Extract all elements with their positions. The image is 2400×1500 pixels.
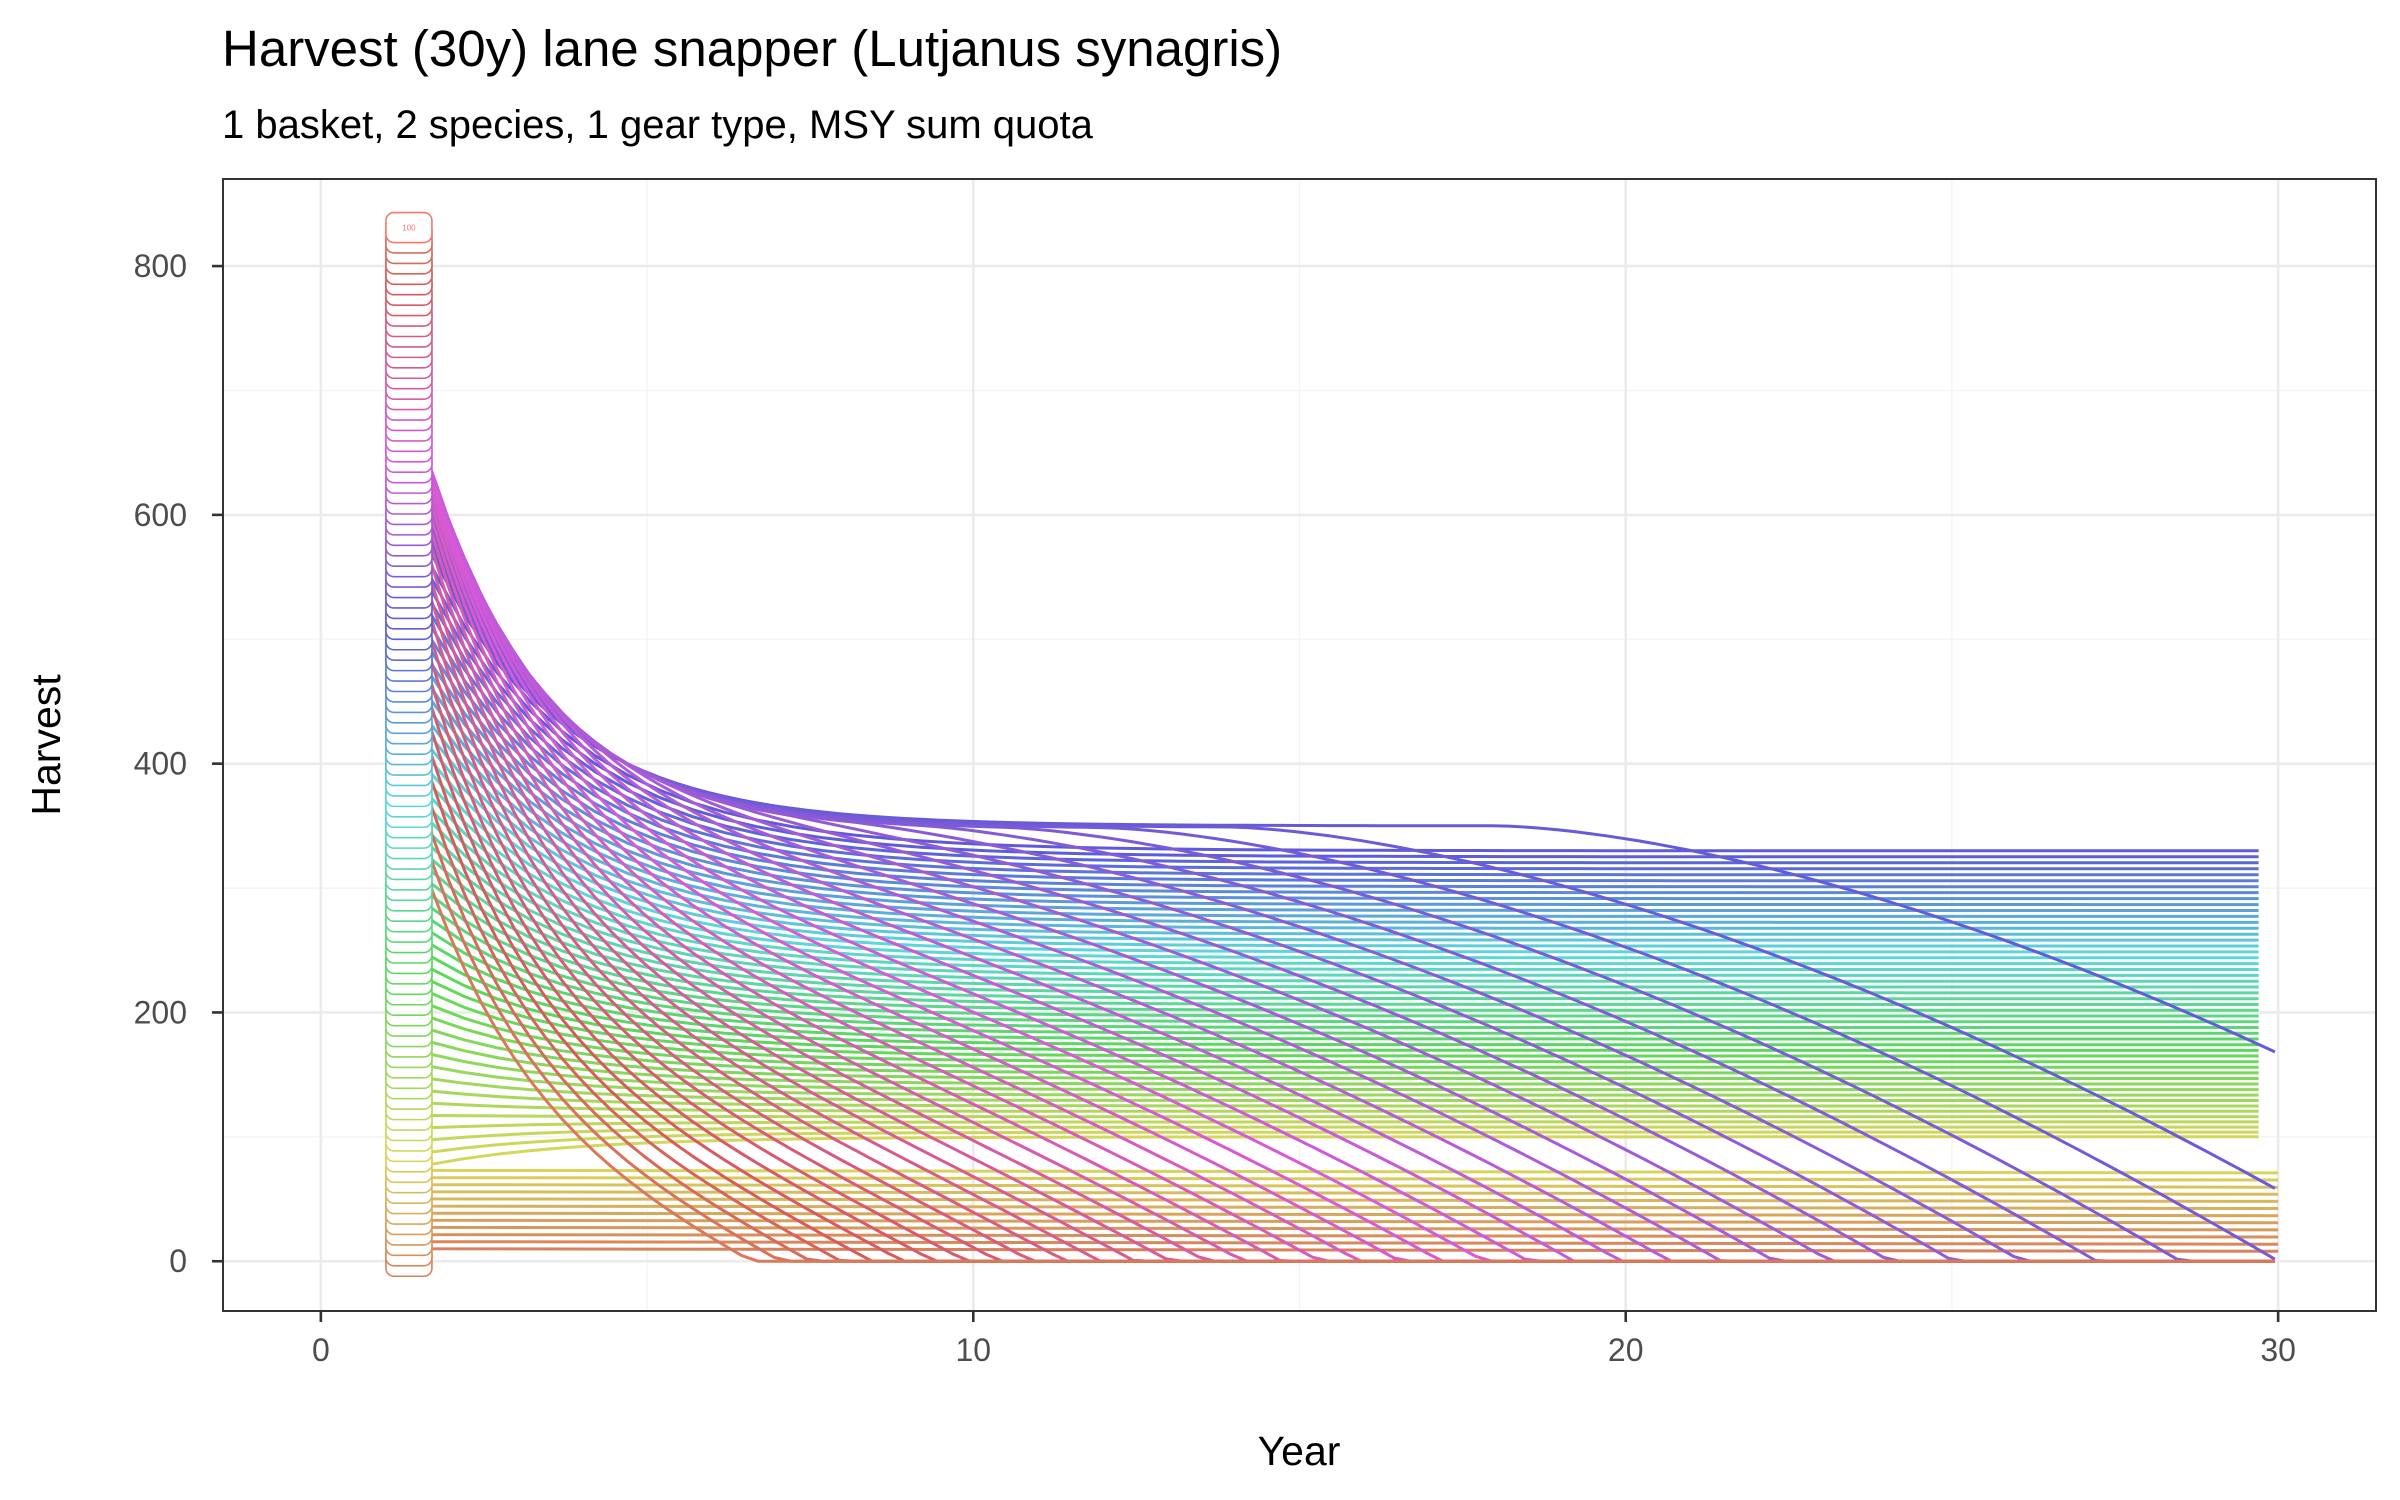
series-line xyxy=(389,687,2259,918)
x-tick-label: 30 xyxy=(2260,1332,2296,1368)
y-axis-title: Harvest xyxy=(23,674,69,816)
series-line xyxy=(389,650,2259,901)
series-line xyxy=(389,1180,2279,1189)
plot-panel-border xyxy=(222,178,2377,1312)
series-line xyxy=(389,931,2259,1035)
y-tick-label: 0 xyxy=(169,1243,187,1279)
series-line xyxy=(389,614,2259,883)
x-tick-label: 20 xyxy=(1608,1332,1644,1368)
series-line xyxy=(389,1114,2259,1119)
series-line xyxy=(389,553,2259,853)
series-line xyxy=(389,943,2259,1041)
series-line xyxy=(389,504,2275,1263)
series-line xyxy=(389,589,2259,871)
series-line xyxy=(389,882,2259,1012)
axes: 0 10 20 30 0 200 400 600 800 xyxy=(134,248,2296,1368)
series-line xyxy=(389,979,2259,1058)
series-labels: 100 xyxy=(385,211,433,1278)
series-lines xyxy=(387,328,2279,1263)
series-line xyxy=(389,870,2259,1006)
series-line xyxy=(389,760,2259,954)
x-tick-label: 0 xyxy=(312,1332,330,1368)
series-line xyxy=(389,809,2259,977)
series-label-box xyxy=(385,211,433,244)
y-tick-label: 600 xyxy=(134,497,187,533)
series-line xyxy=(389,711,2259,930)
y-tick-label: 200 xyxy=(134,994,187,1030)
series-line xyxy=(387,328,2275,1263)
chart-subtitle: 1 basket, 2 species, 1 gear type, MSY su… xyxy=(222,103,1094,147)
x-tick-label: 10 xyxy=(955,1332,991,1368)
series-line xyxy=(389,736,2259,942)
y-tick-label: 800 xyxy=(134,248,187,284)
series-line xyxy=(389,1065,2259,1097)
x-axis-title: Year xyxy=(1258,1428,1341,1474)
series-line xyxy=(389,565,2259,859)
series-line xyxy=(389,1125,2259,1142)
series-line xyxy=(389,1120,2259,1130)
series-line xyxy=(389,479,2275,1263)
chart-title: Harvest (30y) lane snapper (Lutjanus syn… xyxy=(222,20,1282,77)
series-line xyxy=(389,845,2259,995)
series-line xyxy=(389,821,2259,983)
series-line xyxy=(389,1101,2259,1113)
series-line xyxy=(389,1004,2259,1069)
y-tick-label: 400 xyxy=(134,746,187,782)
series-line xyxy=(389,1135,2259,1166)
series-line xyxy=(389,967,2259,1052)
series-line xyxy=(389,1230,2279,1239)
series-line xyxy=(389,1053,2259,1092)
series-line xyxy=(389,1028,2259,1080)
series-line xyxy=(389,723,2259,936)
series-line xyxy=(389,699,2259,924)
series-line xyxy=(389,601,2259,877)
series-line xyxy=(389,1237,2279,1246)
series-label-text: 100 xyxy=(402,224,416,233)
series-line xyxy=(389,906,2259,1024)
series-line xyxy=(389,1166,2279,1175)
series-line xyxy=(389,626,2259,889)
series-line xyxy=(389,1194,2279,1203)
series-line xyxy=(389,857,2259,1001)
series-line xyxy=(389,797,2259,971)
series-line xyxy=(389,1216,2279,1225)
series-line xyxy=(389,1089,2259,1108)
